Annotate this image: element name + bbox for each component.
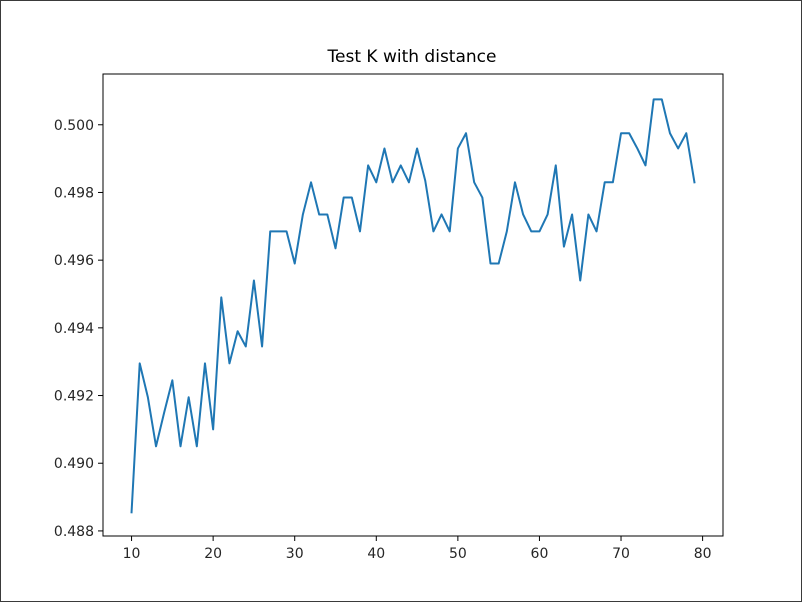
y-tick-label: 0.498 [54, 185, 94, 201]
x-tick-label: 80 [694, 546, 712, 562]
series-line [130, 98, 696, 514]
y-tick-label: 0.494 [54, 321, 94, 337]
axes-frame [102, 73, 724, 537]
x-tick-label: 20 [204, 546, 222, 562]
y-tick-label: 0.490 [54, 456, 94, 472]
y-tick-label: 0.488 [54, 524, 94, 540]
x-tick-label: 50 [449, 546, 467, 562]
x-tick-label: 30 [286, 546, 304, 562]
y-tick-label: 0.492 [54, 389, 94, 405]
x-tick-label: 10 [123, 546, 141, 562]
y-tick-label: 0.496 [54, 253, 94, 269]
x-tick-label: 60 [531, 546, 549, 562]
plot-area: 10 20 30 40 50 60 70 80 0.488 0.490 0.492 0.494 0.49… [54, 73, 724, 562]
chart-title: Test K with distance [327, 47, 497, 67]
y-tick-label: 0.500 [54, 118, 94, 134]
x-tick-label: 70 [612, 546, 630, 562]
x-tick-label: 40 [367, 546, 385, 562]
